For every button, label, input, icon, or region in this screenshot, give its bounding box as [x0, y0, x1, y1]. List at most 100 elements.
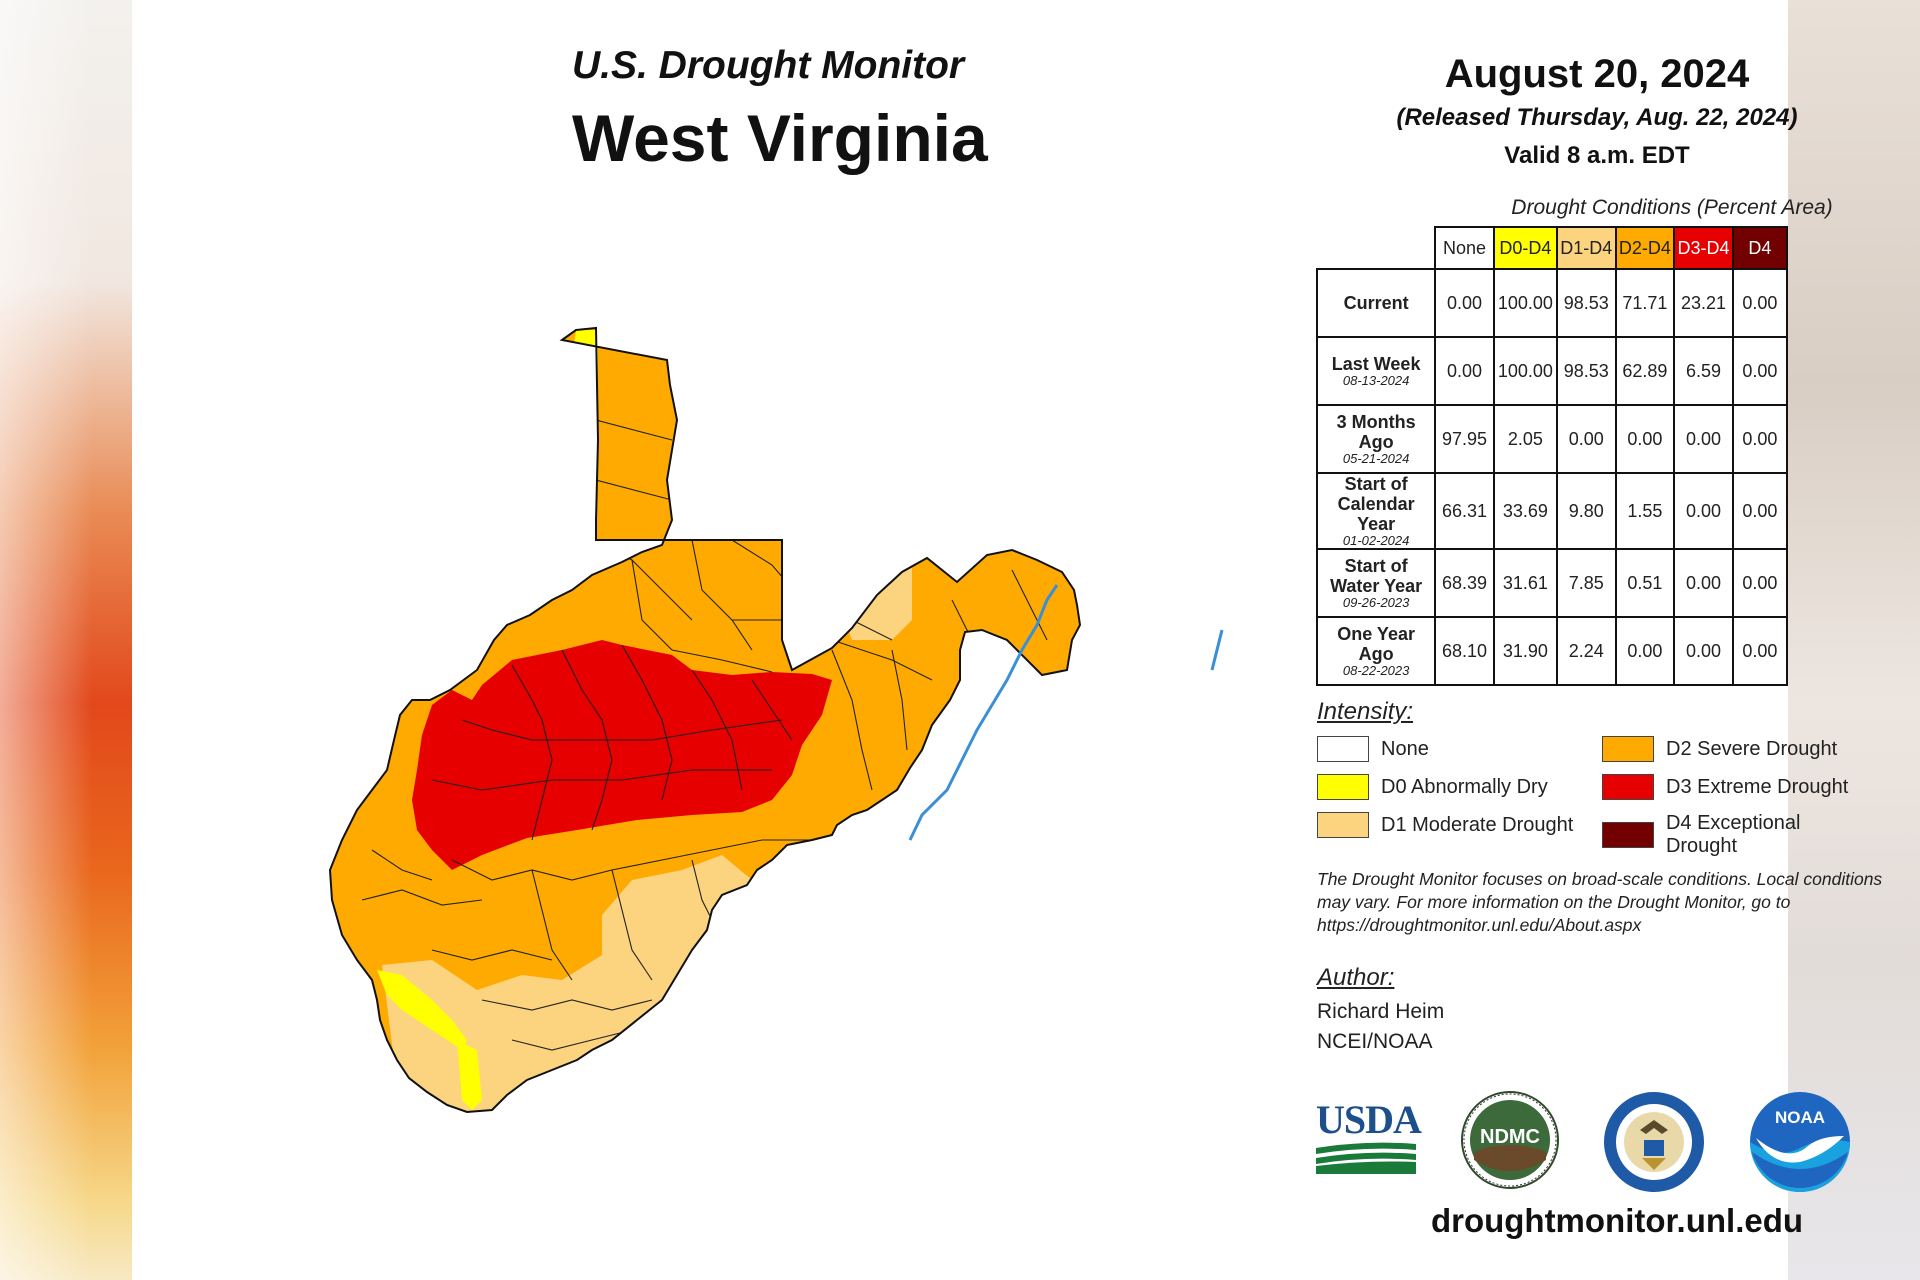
d1-area-southcentral	[762, 858, 832, 910]
table-row: One Year Ago 08-22-2023 68.10 31.90 2.24 …	[1315, 616, 1789, 686]
table-header-row: None D0-D4 D1-D4 D2-D4 D3-D4 D4	[1317, 226, 1789, 270]
table-cell: 97.95	[1434, 404, 1495, 474]
row-date: 08-13-2024	[1342, 373, 1410, 388]
legend-swatch	[1602, 736, 1654, 762]
table-cell: 0.00	[1731, 616, 1789, 686]
row-label-text: Current	[1343, 293, 1409, 313]
noaa-bird-icon	[1750, 1092, 1850, 1192]
table-cell: 0.00	[1673, 616, 1734, 686]
column-header-none: None	[1434, 226, 1495, 270]
table-cell: 98.53	[1555, 268, 1617, 338]
map-title: West Virginia	[572, 101, 988, 175]
disclaimer-note: The Drought Monitor focuses on broad-sca…	[1317, 869, 1883, 935]
drought-conditions-table: None D0-D4 D1-D4 D2-D4 D3-D4 D4 Current …	[1315, 226, 1789, 686]
d1-area-eastern-panhandle	[1087, 545, 1242, 700]
table-cell: 68.10	[1434, 616, 1495, 686]
legend-item-d1: D1 Moderate Drought	[1317, 812, 1573, 838]
table-cell: 0.00	[1614, 616, 1676, 686]
table-cell: 0.00	[1555, 404, 1617, 474]
row-label-text: Start of Water Year	[1330, 556, 1423, 596]
table-cell: 31.61	[1492, 548, 1558, 618]
legend-swatch	[1602, 822, 1654, 848]
d0-area-north-tip	[572, 330, 598, 385]
table-cell: 0.00	[1731, 548, 1789, 618]
table-cell: 66.31	[1434, 472, 1495, 550]
column-header-d0-d4: D0-D4	[1492, 226, 1558, 270]
table-cell: 68.39	[1434, 548, 1495, 618]
table-cell: 71.71	[1614, 268, 1676, 338]
commerce-seal-icon	[1604, 1092, 1704, 1192]
column-header-d1-d4: D1-D4	[1555, 226, 1617, 270]
d0-area-southwest	[377, 970, 467, 1050]
table-cell: 98.53	[1555, 336, 1617, 406]
row-label: Last Week 08-13-2024	[1315, 336, 1437, 406]
potomac-river	[908, 584, 1059, 841]
author-name: Richard Heim	[1317, 1000, 1445, 1023]
website-url: droughtmonitor.unl.edu	[1430, 1202, 1804, 1239]
table-row: 3 Months Ago 05-21-2024 97.95 2.05 0.00 0…	[1315, 404, 1789, 474]
legend-item-d0: D0 Abnormally Dry	[1317, 774, 1548, 800]
ndmc-seal-icon	[1461, 1091, 1559, 1189]
column-header-d3-d4: D3-D4	[1673, 226, 1734, 270]
table-cell: 0.00	[1434, 336, 1495, 406]
legend-label: D0 Abnormally Dry	[1381, 775, 1548, 798]
table-cell: 0.51	[1614, 548, 1676, 618]
drought-monitor-card: U.S. Drought Monitor West Virginia	[132, 0, 1882, 1280]
column-header-d4: D4	[1731, 226, 1789, 270]
column-header-d2-d4: D2-D4	[1614, 226, 1676, 270]
legend-swatch	[1317, 736, 1369, 762]
table-caption: Drought Conditions (Percent Area)	[1511, 196, 1833, 219]
legend-label: D2 Severe Drought	[1666, 737, 1838, 760]
table-cell: 100.00	[1492, 336, 1558, 406]
table-cell: 0.00	[1673, 548, 1734, 618]
table-row: Start of Water Year 09-26-2023 68.39 31.6…	[1315, 548, 1789, 618]
noaa-logo: NOAA	[1748, 1090, 1852, 1194]
d3-area	[412, 640, 832, 870]
row-label-text: Start of Calendar Year	[1337, 474, 1415, 534]
table-cell: 62.89	[1614, 336, 1676, 406]
table-row: Start of Calendar Year 01-02-2024 66.31 3…	[1315, 472, 1789, 550]
table-row: Last Week 08-13-2024 0.00 100.00 98.53 62…	[1315, 336, 1789, 406]
ndmc-logo: NDMC	[1460, 1090, 1560, 1190]
row-label-text: One Year Ago	[1337, 624, 1415, 664]
ndmc-logo-text: NDMC	[1480, 1126, 1540, 1148]
table-cell: 0.00	[1731, 404, 1789, 474]
table-cell: 9.80	[1555, 472, 1617, 550]
legend-item-d2: D2 Severe Drought	[1602, 736, 1837, 762]
row-label: One Year Ago 08-22-2023	[1315, 616, 1437, 686]
table-row: Current 0.00 100.00 98.53 71.71 23.21 0.…	[1315, 268, 1789, 338]
table-cell: 31.90	[1492, 616, 1558, 686]
row-label: Start of Calendar Year 01-02-2024	[1315, 472, 1437, 550]
legend-item-d4: D4 Exceptional Drought	[1602, 812, 1877, 858]
d0-area-southwest-tail	[457, 1040, 482, 1110]
legend-swatch	[1602, 774, 1654, 800]
row-date: 08-22-2023	[1342, 663, 1410, 678]
river-east	[1210, 629, 1224, 671]
table-cell: 0.00	[1731, 336, 1789, 406]
legend-label: D1 Moderate Drought	[1381, 813, 1574, 836]
table-cell: 0.00	[1434, 268, 1495, 338]
row-label-text: Last Week	[1331, 354, 1421, 374]
row-label: 3 Months Ago 05-21-2024	[1315, 404, 1437, 474]
usda-logo-text: USDA	[1316, 1097, 1422, 1142]
valid-time: Valid 8 a.m. EDT	[1504, 142, 1690, 169]
usda-logo: USDA	[1316, 1097, 1422, 1176]
usda-field-icon	[1316, 1142, 1416, 1174]
table-corner	[1317, 227, 1437, 270]
legend: None D0 Abnormally Dry D1 Moderate Droug…	[1317, 736, 1877, 857]
legend-item-d3: D3 Extreme Drought	[1602, 774, 1848, 800]
row-date: 01-02-2024	[1342, 533, 1410, 548]
row-date: 05-21-2024	[1342, 451, 1410, 466]
map-date: August 20, 2024	[1444, 52, 1750, 96]
row-label: Start of Water Year 09-26-2023	[1315, 548, 1437, 618]
commerce-seal-logo	[1602, 1090, 1706, 1194]
table-cell: 23.21	[1673, 268, 1734, 338]
table-cell: 0.00	[1614, 404, 1676, 474]
d1-area-northeast	[832, 540, 912, 640]
drought-fill	[330, 328, 1242, 1112]
table-cell: 7.85	[1555, 548, 1617, 618]
author-heading: Author:	[1317, 964, 1395, 991]
backdrop-left	[0, 0, 132, 1280]
row-date: 09-26-2023	[1342, 595, 1410, 610]
legend-item-none: None	[1317, 736, 1429, 762]
